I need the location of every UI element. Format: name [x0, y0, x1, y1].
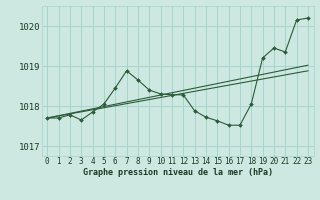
X-axis label: Graphe pression niveau de la mer (hPa): Graphe pression niveau de la mer (hPa) [83, 168, 273, 177]
